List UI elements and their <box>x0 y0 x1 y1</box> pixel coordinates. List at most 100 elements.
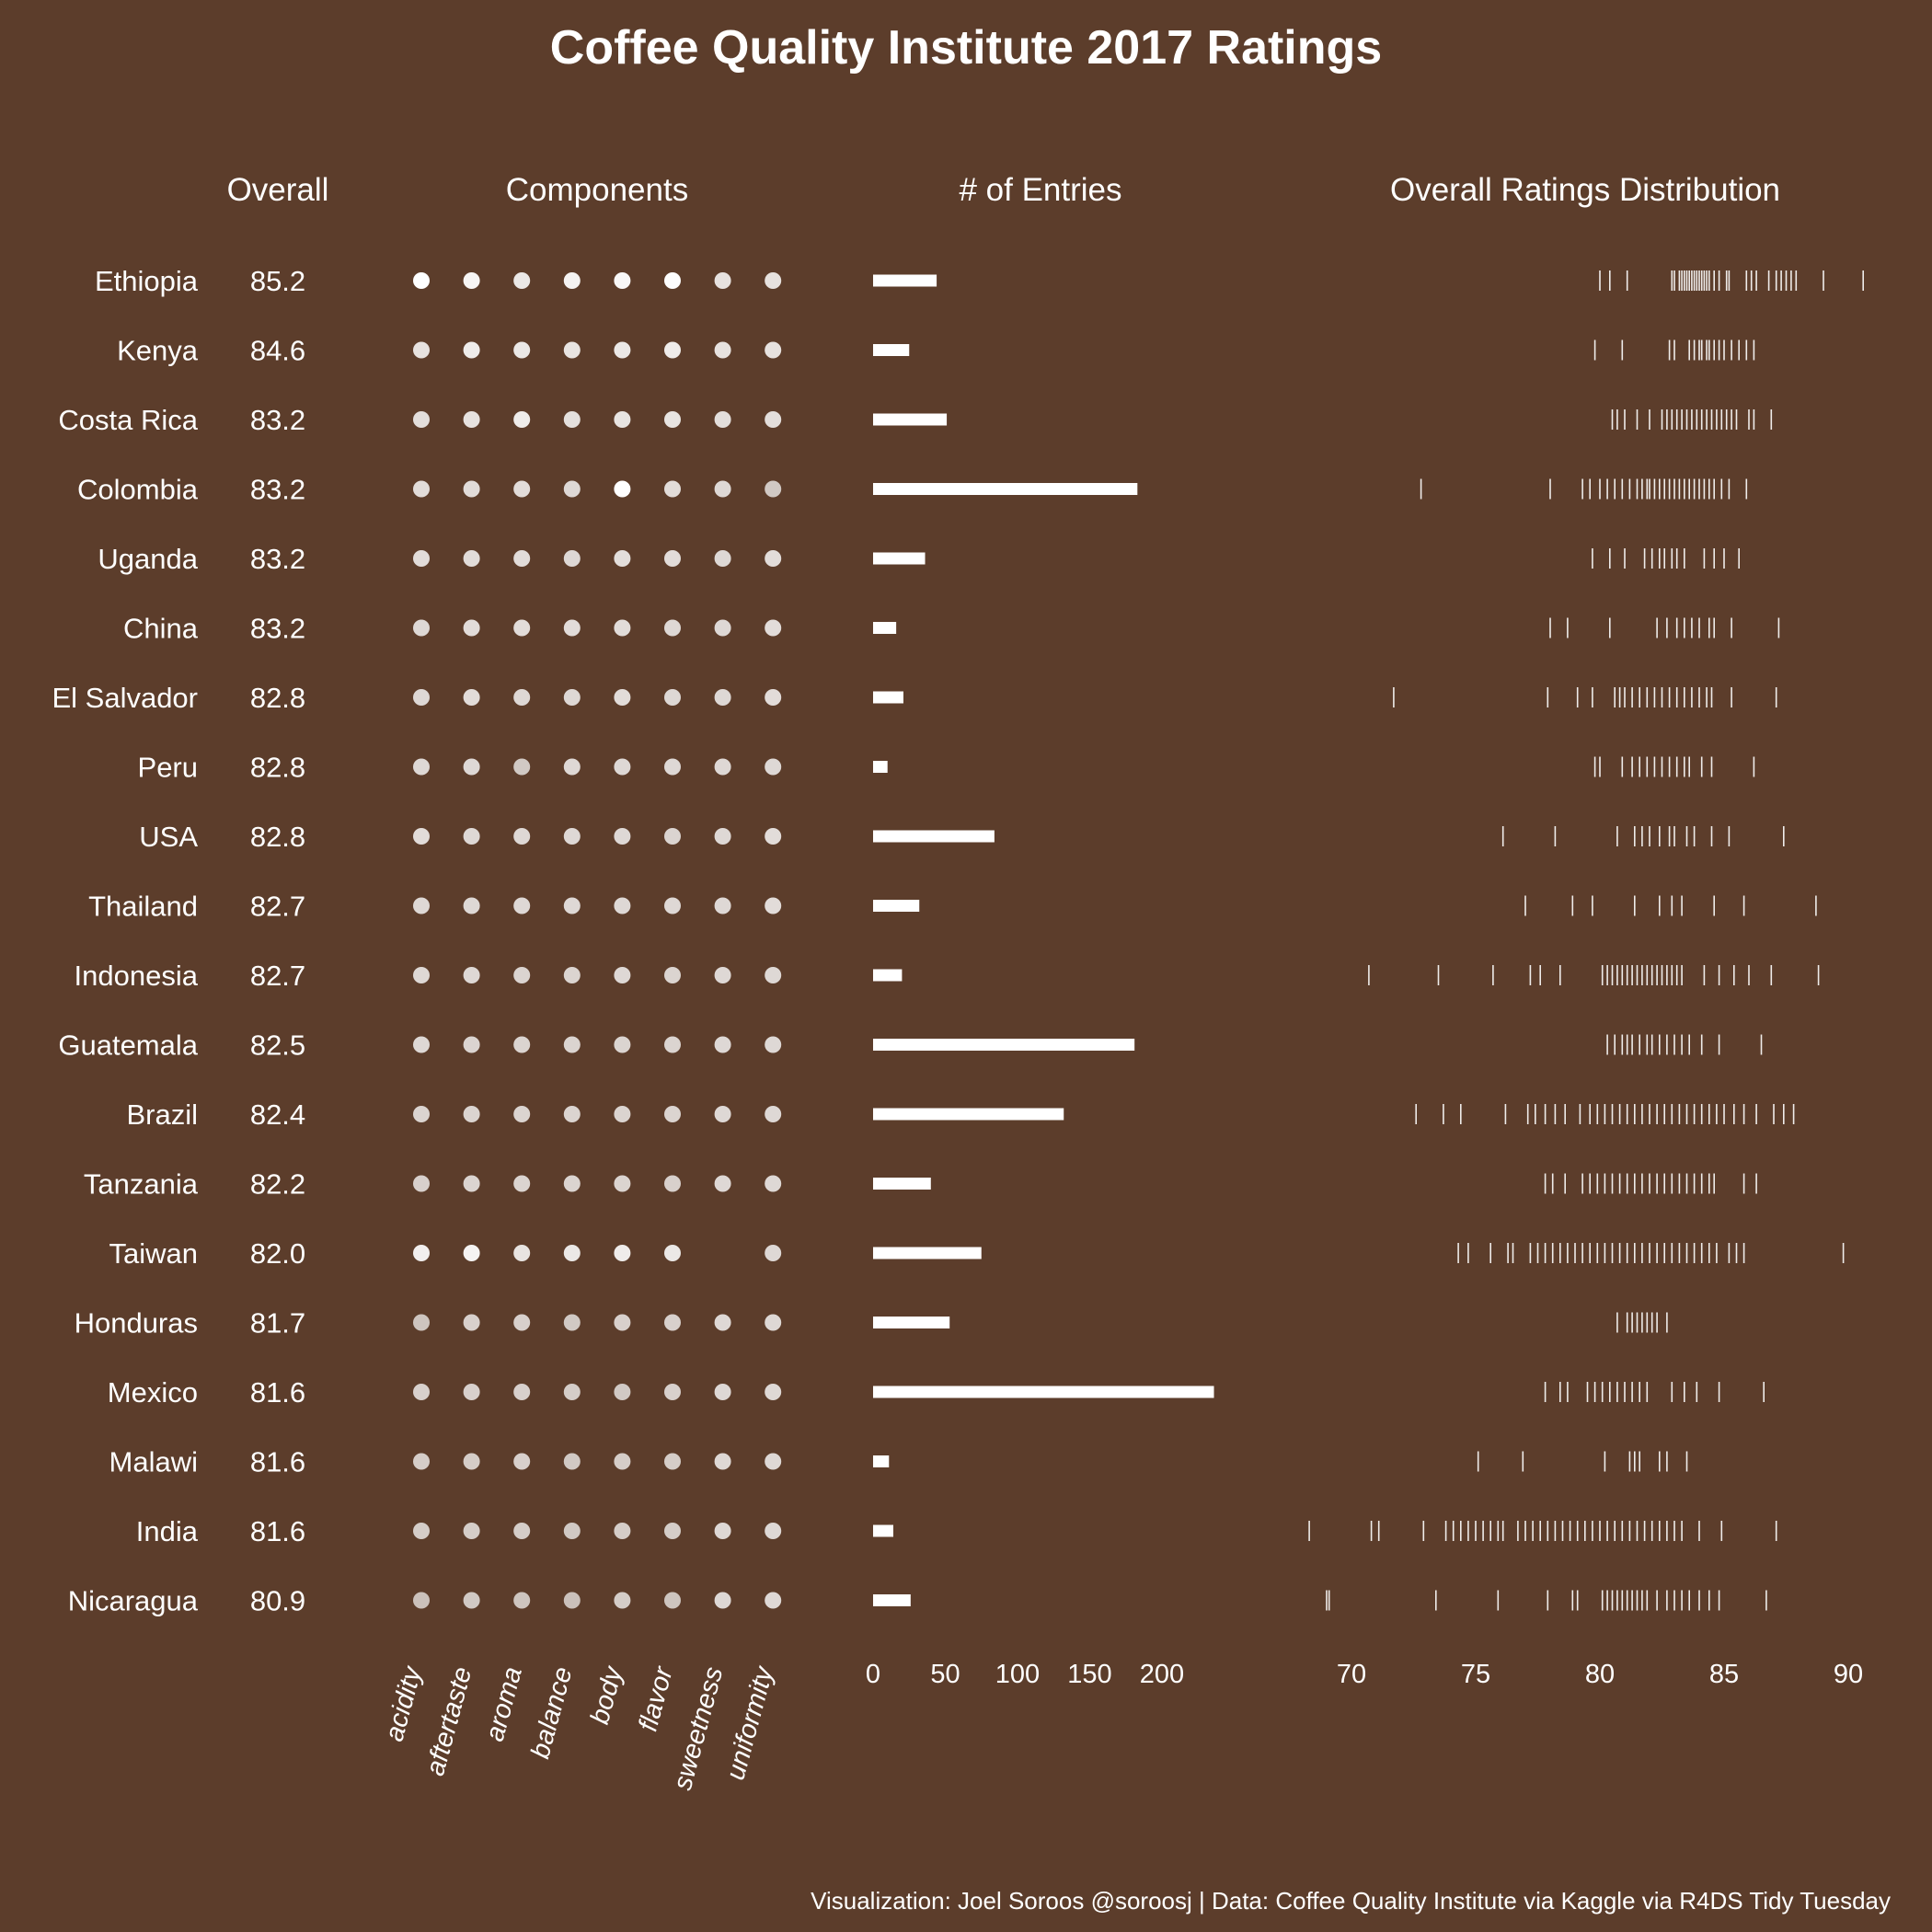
component-dot-acidity <box>413 828 430 845</box>
overall-score: 82.8 <box>250 752 305 784</box>
country-label: USA <box>139 821 198 853</box>
component-dot-flavor <box>664 689 681 706</box>
component-dot-body <box>614 689 631 706</box>
component-dot-aroma <box>513 619 531 637</box>
component-dot-aroma <box>513 1245 531 1261</box>
component-dot-uniformity <box>765 828 782 845</box>
component-dot-aroma <box>513 341 531 359</box>
component-dot-uniformity <box>765 1314 782 1331</box>
component-label-balance: balance <box>525 1664 578 1762</box>
entries-bar <box>873 622 897 634</box>
entries-bar <box>873 900 920 912</box>
component-dot-aroma <box>513 1175 531 1192</box>
component-dot-sweetness <box>714 1036 731 1053</box>
country-label: India <box>136 1515 199 1547</box>
row-costa-rica: Costa Rica 83.2 <box>58 404 1773 436</box>
row-china: China 83.2 <box>123 613 1780 645</box>
component-dot-sweetness <box>714 341 731 359</box>
component-dot-aftertaste <box>463 1314 480 1331</box>
component-dot-body <box>614 550 631 567</box>
component-dot-acidity <box>413 1106 430 1122</box>
row-colombia: Colombia 83.2 <box>77 474 1748 506</box>
component-dot-body <box>614 1106 631 1122</box>
entries-bar <box>873 274 937 287</box>
overall-score: 85.2 <box>250 265 305 297</box>
row-nicaragua: Nicaragua 80.9 <box>68 1585 1767 1617</box>
component-dot-sweetness <box>714 1523 731 1539</box>
component-dot-flavor <box>664 272 681 289</box>
component-dot-sweetness <box>714 550 731 567</box>
chart-title: Coffee Quality Institute 2017 Ratings <box>550 21 1382 75</box>
entries-bar <box>873 413 948 426</box>
country-label: Brazil <box>126 1098 198 1131</box>
entries-bar <box>873 691 903 704</box>
component-dot-aroma <box>513 1106 531 1122</box>
row-thailand: Thailand 82.7 <box>88 891 1817 923</box>
country-label: Uganda <box>98 543 198 575</box>
component-dot-sweetness <box>714 619 731 637</box>
component-dot-flavor <box>664 828 681 845</box>
component-dot-acidity <box>413 272 430 289</box>
component-dot-aftertaste <box>463 1523 480 1539</box>
component-dot-flavor <box>664 619 681 637</box>
component-dot-balance <box>563 1384 581 1400</box>
component-dot-uniformity <box>765 1036 782 1053</box>
component-dot-balance <box>563 272 581 289</box>
component-dot-aftertaste <box>463 480 480 498</box>
component-dot-balance <box>563 897 581 914</box>
component-dot-acidity <box>413 967 430 983</box>
component-dot-acidity <box>413 1036 430 1053</box>
component-dot-aftertaste <box>463 411 480 428</box>
distribution-tick-label: 70 <box>1337 1660 1366 1689</box>
entries-tick-label: 100 <box>995 1660 1040 1689</box>
component-dot-sweetness <box>714 1175 731 1192</box>
country-label: Malawi <box>109 1446 198 1478</box>
component-dot-acidity <box>413 1245 430 1261</box>
component-dot-sweetness <box>714 1453 731 1470</box>
component-dot-uniformity <box>765 1384 782 1400</box>
component-dot-body <box>614 619 631 637</box>
component-dot-acidity <box>413 1592 430 1609</box>
component-dot-aroma <box>513 411 531 428</box>
component-dot-acidity <box>413 689 430 706</box>
country-label: China <box>123 613 199 645</box>
component-dot-body <box>614 480 631 498</box>
overall-score: 83.2 <box>250 404 305 436</box>
component-dot-body <box>614 1036 631 1053</box>
header-distribution: Overall Ratings Distribution <box>1390 172 1780 208</box>
component-dot-balance <box>563 1106 581 1122</box>
component-dot-uniformity <box>765 758 782 776</box>
component-dot-sweetness <box>714 758 731 776</box>
component-dot-uniformity <box>765 1453 782 1470</box>
component-label-aroma: aroma <box>480 1664 528 1745</box>
component-dot-body <box>614 897 631 914</box>
component-dot-flavor <box>664 1523 681 1539</box>
component-label-uniformity: uniformity <box>721 1662 780 1783</box>
component-dot-aftertaste <box>463 1245 480 1261</box>
component-dot-body <box>614 1175 631 1192</box>
component-dot-flavor <box>664 1245 681 1261</box>
entries-tick-label: 50 <box>930 1660 960 1689</box>
country-label: Tanzania <box>84 1168 199 1201</box>
component-dot-aftertaste <box>463 1106 480 1122</box>
entries-bar <box>873 1178 931 1190</box>
row-honduras: Honduras 81.7 <box>75 1307 1668 1340</box>
component-dot-aftertaste <box>463 689 480 706</box>
component-dot-flavor <box>664 1036 681 1053</box>
distribution-tick-label: 85 <box>1709 1660 1739 1689</box>
component-dot-body <box>614 1384 631 1400</box>
overall-score: 84.6 <box>250 335 305 367</box>
row-mexico: Mexico 81.6 <box>108 1376 1765 1409</box>
component-dot-body <box>614 1523 631 1539</box>
country-label: Mexico <box>108 1376 198 1409</box>
component-dot-flavor <box>664 550 681 567</box>
overall-score: 82.0 <box>250 1237 305 1270</box>
header-components: Components <box>506 172 688 208</box>
component-dot-flavor <box>664 1106 681 1122</box>
component-dot-flavor <box>664 1453 681 1470</box>
overall-score: 82.4 <box>250 1098 305 1131</box>
component-dot-acidity <box>413 619 430 637</box>
component-dot-aroma <box>513 967 531 983</box>
country-label: Costa Rica <box>58 404 198 436</box>
component-dot-uniformity <box>765 550 782 567</box>
